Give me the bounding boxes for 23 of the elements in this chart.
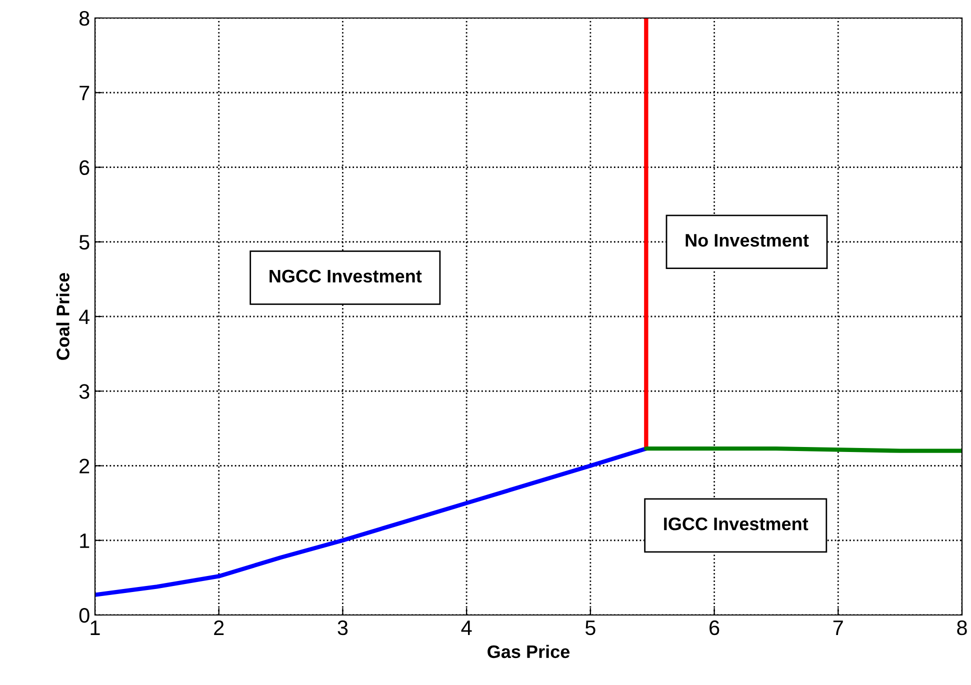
x-tick-label: 8: [957, 620, 967, 636]
x-axis-title: Gas Price: [488, 644, 570, 658]
x-tick-label: 5: [585, 620, 596, 636]
x-tick-label: 2: [214, 620, 224, 635]
line-series: [95, 446, 648, 597]
y-tick-label: 5: [79, 235, 90, 250]
y-tick-label: 8: [79, 11, 90, 26]
x-tick-label: 6: [710, 620, 720, 636]
y-tick-label: 1: [80, 534, 90, 548]
y-tick-label: 2: [80, 458, 90, 474]
x-tick-label: 7: [833, 620, 843, 635]
x-tick-label: 1: [90, 620, 100, 635]
y-tick-label: 3: [79, 384, 90, 399]
y-tick-label: 7: [80, 86, 90, 100]
annotation: No Investment: [686, 234, 809, 247]
annotation: IGCC Investment: [664, 518, 808, 530]
y-tick-label: 0: [79, 608, 90, 623]
x-tick-label: 4: [461, 620, 472, 635]
y-tick-label: 4: [79, 310, 90, 324]
y-tick-label: 6: [80, 160, 90, 176]
x-tick-label: 3: [338, 620, 348, 636]
annotation: NGCC Investment: [270, 270, 422, 283]
y-axis-title: Coal Price: [56, 272, 70, 360]
